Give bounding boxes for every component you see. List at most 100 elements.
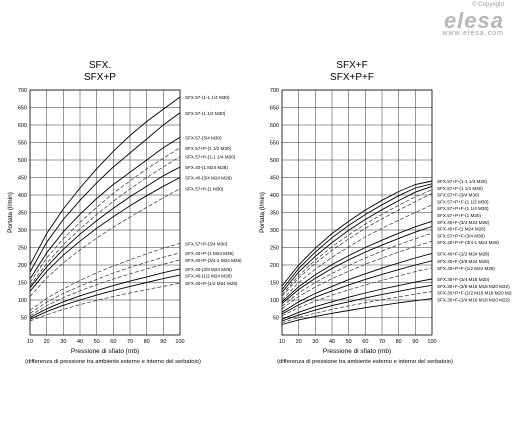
chart-title: SFX. <box>89 60 111 71</box>
x-tick-label: 90 <box>160 339 166 345</box>
series-label-4: SFX.57+P-(1 1/2 M30) <box>185 146 232 151</box>
series-line-1 <box>281 180 433 287</box>
series-line-8 <box>29 188 181 297</box>
y-tick-label: 700 <box>270 88 279 94</box>
series-label-3: SFX.57+F-(3/4 M30) <box>437 193 479 198</box>
x-tick-label: 100 <box>175 339 184 345</box>
series-label-17: SFX.30+F-(1/4 M16 M18 M20 M22) <box>437 297 510 302</box>
x-tick-label: 30 <box>312 339 318 345</box>
series-line-14 <box>29 282 181 322</box>
y-tick-label: 50 <box>273 316 279 322</box>
series-line-12 <box>29 268 181 318</box>
x-tick-label: 10 <box>279 339 285 345</box>
y-axis-label: Portata (l/min) <box>259 192 266 233</box>
series-line-6 <box>29 166 181 289</box>
series-line-15 <box>281 284 433 322</box>
x-tick-label: 60 <box>362 339 368 345</box>
series-label-2: SFX.57-(1 1/2 M30) <box>185 111 226 116</box>
series-label-4: SFX.57+P+F-(1 1/2 M30) <box>437 199 489 204</box>
y-tick-label: 550 <box>18 141 27 147</box>
plot-frame <box>29 89 181 336</box>
series-label-8: SFX.57+P-(1 M30) <box>185 187 224 192</box>
y-tick-label: 50 <box>21 316 27 322</box>
y-tick-label: 450 <box>18 176 27 182</box>
brand-block: © Copyright elesa www.elesa.com <box>442 2 504 37</box>
series-label-2: SFX.57+F-(1 1/4 M30) <box>437 186 483 191</box>
plot-frame <box>281 89 433 336</box>
series-line-7 <box>281 220 433 303</box>
y-tick-label: 350 <box>270 211 279 217</box>
series-label-6: SFX.40-(1 M24 M28) <box>185 165 228 170</box>
series-line-16 <box>281 291 433 324</box>
series-line-11 <box>29 259 181 317</box>
x-tick-label: 50 <box>346 339 352 345</box>
y-tick-label: 200 <box>18 263 27 269</box>
y-tick-label: 650 <box>270 106 279 112</box>
x-tick-label: 90 <box>412 339 418 345</box>
series-label-10: SFX.40+P+F-(3/4-1 M24 M28) <box>437 240 500 245</box>
chart-note: (differenza di pressione tra ambiente es… <box>25 359 201 365</box>
chart-subtitle: SFX+P <box>84 72 116 83</box>
y-tick-label: 450 <box>270 176 279 182</box>
series-label-13: SFX.40+P+F-(1/2 M24 M28) <box>437 266 495 271</box>
chart-title: SFX+F <box>336 60 367 71</box>
series-line-5 <box>281 192 433 297</box>
series-line-12 <box>281 260 433 315</box>
series-line-8 <box>281 226 433 304</box>
x-tick-label: 20 <box>296 339 302 345</box>
series-line-2 <box>29 112 181 273</box>
series-line-4 <box>281 189 433 296</box>
series-line-7 <box>29 177 181 292</box>
x-tick-label: 10 <box>27 339 33 345</box>
x-tick-label: 30 <box>60 339 66 345</box>
x-tick-label: 80 <box>144 339 150 345</box>
series-line-4 <box>29 147 181 283</box>
y-axis-label: Portata (l/min) <box>7 192 14 233</box>
series-line-13 <box>281 267 433 317</box>
series-line-1 <box>29 96 181 266</box>
y-tick-label: 150 <box>18 281 27 287</box>
series-label-9: SFX.57+P-(3/4 M30) <box>185 241 228 246</box>
x-tick-label: 80 <box>396 339 402 345</box>
series-label-12: SFX.40-(3/8 M24 M28) <box>185 267 232 272</box>
x-tick-label: 70 <box>127 339 133 345</box>
x-axis-label: Pressione di sfiato (mb) <box>71 348 139 355</box>
x-axis-label: Pressione di sfiato (mb) <box>323 348 391 355</box>
series-line-9 <box>29 242 181 311</box>
x-tick-label: 20 <box>44 339 50 345</box>
y-tick-label: 400 <box>270 193 279 199</box>
x-tick-label: 60 <box>110 339 116 345</box>
y-tick-label: 350 <box>18 211 27 217</box>
series-label-15: SFX.30+F-(3/8 M16 M18 M20 M22) <box>437 284 510 289</box>
series-line-10 <box>29 252 181 314</box>
series-label-16: SFX.30+P+F-(1/2 M16 M18 M20 M22) <box>437 291 512 296</box>
series-label-14: SFX.30+F-(3/4 M18 M20) <box>437 277 490 282</box>
chart-note: (differenza di pressione tra ambiente es… <box>277 359 453 365</box>
series-label-12: SFX.40+F-(3/8 M24 M28) <box>437 259 490 264</box>
series-line-5 <box>29 156 181 287</box>
y-tick-label: 500 <box>270 158 279 164</box>
y-tick-label: 600 <box>18 123 27 129</box>
series-label-11: SFX.40+P-(3/4-1 M24 M28) <box>185 258 242 263</box>
series-line-17 <box>281 298 433 325</box>
x-tick-label: 100 <box>427 339 436 345</box>
y-tick-label: 250 <box>270 246 279 252</box>
x-tick-label: 70 <box>379 339 385 345</box>
y-tick-label: 400 <box>18 193 27 199</box>
series-label-5: SFX.57+P+F-(1 1/4 M30) <box>437 206 489 211</box>
series-label-3: SFX.57-(3/4 M30) <box>185 135 222 140</box>
copyright-text: © Copyright <box>472 2 504 8</box>
x-tick-label: 50 <box>94 339 100 345</box>
series-line-3 <box>281 185 433 293</box>
series-label-7: SFX.40-(3/4 M24 M28) <box>185 176 232 181</box>
y-tick-label: 700 <box>18 88 27 94</box>
series-line-14 <box>281 278 433 320</box>
series-line-10 <box>281 240 433 310</box>
y-tick-label: 300 <box>18 228 27 234</box>
series-label-1: SFX.57+F-(1-1 1/4 M30) <box>437 179 487 184</box>
y-tick-label: 650 <box>18 106 27 112</box>
brand-url: www.elesa.com <box>442 30 504 37</box>
y-tick-label: 550 <box>270 141 279 147</box>
series-label-8: SFX.40+F-(1 M24 M28) <box>437 227 486 232</box>
